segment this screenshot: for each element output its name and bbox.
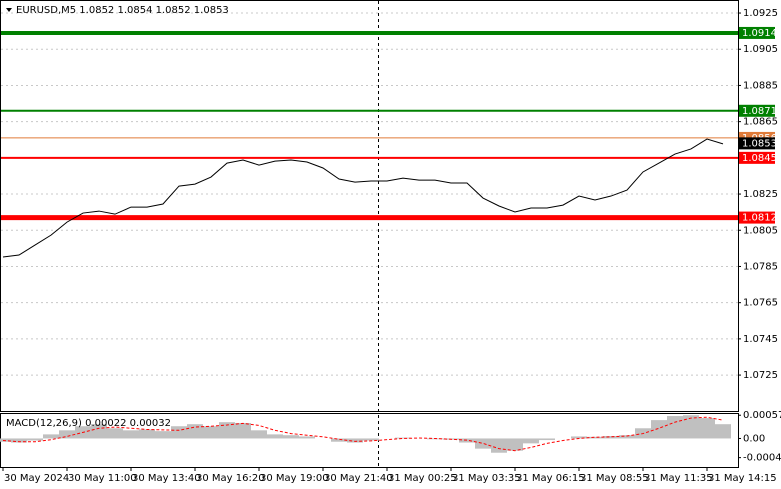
price-line	[2, 138, 724, 258]
y-tick-label: -0.00047	[743, 453, 781, 464]
x-tick-label: 30 May 2024	[4, 473, 69, 484]
macd-bar	[699, 418, 715, 439]
macd-bar	[267, 434, 283, 439]
price-label-box	[739, 151, 775, 164]
plot-layer: 1.0925 1.0905 1.0885 1.0865 1.0825 1.0805 1.07…	[0, 8, 781, 484]
y-tick-label: 1.0885	[743, 80, 778, 91]
x-tick-label: 30 May 16:20	[196, 473, 265, 484]
price-label: 1.0871	[742, 106, 777, 117]
x-tick-label: 31 May 14:15	[708, 473, 777, 484]
macd-bar	[571, 436, 587, 439]
macd-bar	[619, 435, 635, 439]
macd-bar	[299, 436, 315, 439]
y-tick-label: 1.0865	[743, 117, 778, 128]
x-tick-label: 30 May 13:40	[132, 473, 201, 484]
macd-bar	[491, 438, 507, 453]
price-label-box	[739, 104, 775, 117]
y-tick-label: 1.0765	[743, 298, 778, 309]
macd-bar	[123, 430, 139, 439]
macd-bar	[171, 426, 187, 439]
x-tick-label: 30 May 21:40	[324, 473, 393, 484]
menu-arrow	[6, 8, 12, 12]
x-tick-label: 31 May 11:35	[644, 473, 713, 484]
y-tick-label: 1.0745	[743, 334, 778, 345]
price-label-box	[739, 137, 775, 150]
macd-bar	[683, 415, 699, 439]
price-label: 1.0853	[742, 138, 777, 149]
macd-bar	[139, 429, 155, 439]
x-tick-label: 31 May 03:35	[452, 473, 521, 484]
macd-bar	[43, 434, 59, 439]
y-tick-label: 1.0785	[743, 261, 778, 272]
macd-bar	[507, 438, 523, 451]
macd-bar	[235, 422, 251, 439]
x-tick-label: 31 May 08:55	[580, 473, 649, 484]
y-tick-label: 1.0905	[743, 44, 778, 55]
macd-bar	[475, 438, 491, 449]
x-tick-label: 31 May 00:25	[388, 473, 457, 484]
y-tick-label: 1.0925	[743, 8, 778, 19]
macd-bar	[155, 431, 171, 439]
macd-bar	[539, 438, 555, 441]
chart-title: EURUSD,M5 1.0852 1.0854 1.0852 1.0853	[16, 5, 229, 16]
macd-bar	[11, 438, 27, 443]
macd-bar	[667, 416, 683, 439]
y-tick-label: 1.0725	[743, 370, 778, 381]
macd-bar	[603, 436, 619, 439]
y-tick-label: 0.00057	[743, 410, 781, 421]
price-label-box	[739, 211, 775, 224]
y-tick-label: 1.0805	[743, 225, 778, 236]
macd-bar	[331, 438, 347, 442]
price-label: 1.0845	[742, 153, 777, 164]
macd-bar	[587, 436, 603, 439]
macd-bar	[651, 420, 667, 439]
macd-bar	[59, 430, 75, 439]
macd-bar	[107, 428, 123, 439]
main-panel-border	[0, 0, 739, 412]
x-tick-label: 30 May 19:00	[260, 473, 329, 484]
macd-title: MACD(12,26,9) 0.00022 0.00032	[6, 418, 171, 429]
macd-bar	[395, 437, 411, 439]
macd-bar	[0, 438, 11, 442]
macd-bar	[347, 438, 363, 443]
macd-bar	[27, 438, 43, 441]
x-tick-label: 30 May 11:00	[68, 473, 137, 484]
macd-bar	[459, 438, 475, 443]
price-label-box	[739, 26, 775, 39]
macd-bar	[203, 426, 219, 439]
price-label: 1.0914	[742, 28, 777, 39]
macd-bar	[187, 424, 203, 439]
macd-bar	[251, 430, 267, 439]
y-tick-label: 1.0825	[743, 189, 778, 200]
y-tick-label: 0.00	[743, 433, 765, 444]
macd-bar	[363, 438, 379, 441]
macd-bar	[219, 422, 235, 439]
x-tick-label: 31 May 06:15	[516, 473, 585, 484]
macd-bar	[715, 424, 731, 439]
macd-bar	[523, 438, 539, 444]
macd-bar	[283, 435, 299, 439]
signal-line	[2, 416, 724, 452]
price-label: 1.0812	[742, 213, 777, 224]
